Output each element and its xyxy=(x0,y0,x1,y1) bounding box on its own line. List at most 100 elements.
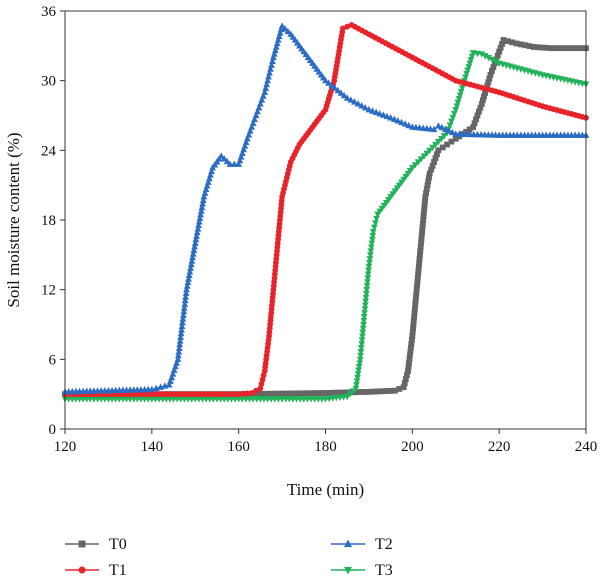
data-point-circle xyxy=(253,387,259,394)
data-point-triangle-down xyxy=(349,388,357,395)
data-point-triangle-up xyxy=(266,69,273,76)
data-point-triangle-up xyxy=(278,22,286,29)
data-point-triangle-up xyxy=(257,100,264,107)
data-point-triangle-up xyxy=(188,257,196,264)
data-point-triangle-up xyxy=(220,155,228,162)
legend-label: T2 xyxy=(375,536,393,553)
data-point-triangle-up xyxy=(195,221,202,228)
x-tick-label: 160 xyxy=(227,439,250,455)
data-point-triangle-down xyxy=(469,50,477,57)
data-point-triangle-up xyxy=(263,80,271,88)
data-point-triangle-up xyxy=(269,57,276,64)
data-point-square xyxy=(78,540,86,548)
data-point-triangle-up xyxy=(351,98,358,105)
data-point-triangle-up xyxy=(387,114,394,121)
x-tick-label: 220 xyxy=(488,439,511,455)
data-point-triangle-up xyxy=(337,89,345,96)
data-point-triangle-up xyxy=(192,235,200,243)
data-point-triangle-up xyxy=(235,160,243,167)
y-tick-label: 6 xyxy=(49,352,57,368)
data-point-triangle-up xyxy=(274,36,282,43)
data-point-square xyxy=(439,144,446,151)
data-point-triangle-up xyxy=(198,203,206,211)
data-point-triangle-up xyxy=(181,296,189,304)
data-point-triangle-up xyxy=(276,29,284,36)
data-point-triangle-down xyxy=(372,220,379,227)
data-point-circle xyxy=(248,390,255,396)
data-point-triangle-up xyxy=(204,178,212,185)
data-point-triangle-up xyxy=(236,156,244,164)
data-point-triangle-up xyxy=(334,86,342,94)
data-point-triangle-up xyxy=(365,105,373,113)
data-point-triangle-up xyxy=(175,344,183,351)
data-point-triangle-up xyxy=(174,351,182,359)
data-point-triangle-up xyxy=(347,96,355,103)
x-axis-title: Time (min) xyxy=(287,480,364,499)
data-point-triangle-up xyxy=(262,84,270,92)
data-point-triangle-up xyxy=(239,149,246,156)
data-point-triangle-up xyxy=(255,103,263,111)
data-point-triangle-up xyxy=(208,167,215,175)
data-point-triangle-up xyxy=(197,210,204,218)
data-point-triangle-up xyxy=(265,73,272,80)
data-point-triangle-up xyxy=(259,92,267,99)
data-point-triangle-up xyxy=(258,96,266,103)
data-point-triangle-up xyxy=(191,239,199,246)
legend-item-t3: T3 xyxy=(331,562,393,579)
data-point-triangle-up xyxy=(194,225,202,232)
data-point-triangle-up xyxy=(217,152,225,159)
data-point-triangle-down xyxy=(373,215,380,223)
data-point-triangle-up xyxy=(328,81,336,89)
data-point-triangle-up xyxy=(271,50,278,57)
series-t0 xyxy=(62,37,589,398)
data-point-triangle-up xyxy=(251,115,258,123)
data-point-triangle-down xyxy=(408,165,416,172)
data-point-triangle-up xyxy=(196,214,204,221)
data-point-triangle-up xyxy=(230,160,238,167)
data-point-triangle-up xyxy=(271,46,279,54)
data-point-triangle-up xyxy=(270,53,277,61)
x-tick-label: 140 xyxy=(141,439,164,455)
data-point-triangle-up xyxy=(241,142,249,149)
data-point-triangle-up xyxy=(197,207,205,214)
data-point-triangle-down xyxy=(423,150,431,158)
data-point-triangle-up xyxy=(180,311,187,318)
data-point-triangle-up xyxy=(193,228,201,236)
data-point-triangle-up xyxy=(203,182,211,189)
data-point-triangle-up xyxy=(441,125,449,132)
data-point-triangle-up xyxy=(177,329,185,337)
data-point-triangle-up xyxy=(202,185,210,193)
data-point-triangle-up xyxy=(246,127,254,134)
data-point-triangle-up xyxy=(405,121,413,129)
data-point-triangle-up xyxy=(226,160,234,167)
data-point-triangle-up xyxy=(343,539,353,548)
data-point-triangle-up xyxy=(206,174,213,182)
y-tick-label: 12 xyxy=(41,283,56,299)
data-point-triangle-up xyxy=(183,285,190,293)
data-point-triangle-down xyxy=(343,566,353,575)
data-point-triangle-up xyxy=(195,218,203,225)
legend-item-t1: T1 xyxy=(65,562,127,579)
data-point-triangle-up xyxy=(275,32,283,40)
data-point-triangle-up xyxy=(165,381,173,388)
data-point-triangle-up xyxy=(169,370,177,377)
data-point-triangle-up xyxy=(243,134,251,142)
data-point-triangle-up xyxy=(199,200,206,207)
data-point-triangle-up xyxy=(184,278,192,286)
data-point-triangle-up xyxy=(268,61,275,68)
y-tick-label: 0 xyxy=(49,422,57,438)
data-point-triangle-up xyxy=(190,246,198,254)
data-point-triangle-up xyxy=(358,102,366,109)
legend-label: T1 xyxy=(109,562,127,579)
data-point-triangle-down xyxy=(370,224,378,232)
data-point-triangle-up xyxy=(448,128,456,136)
data-point-triangle-down xyxy=(369,228,377,236)
data-point-triangle-up xyxy=(170,366,178,373)
data-point-triangle-up xyxy=(167,377,174,384)
data-point-triangle-up xyxy=(401,120,409,127)
data-point-triangle-up xyxy=(173,359,180,366)
data-point-triangle-up xyxy=(189,250,197,257)
data-point-triangle-up xyxy=(187,260,195,268)
data-point-triangle-up xyxy=(261,88,269,95)
